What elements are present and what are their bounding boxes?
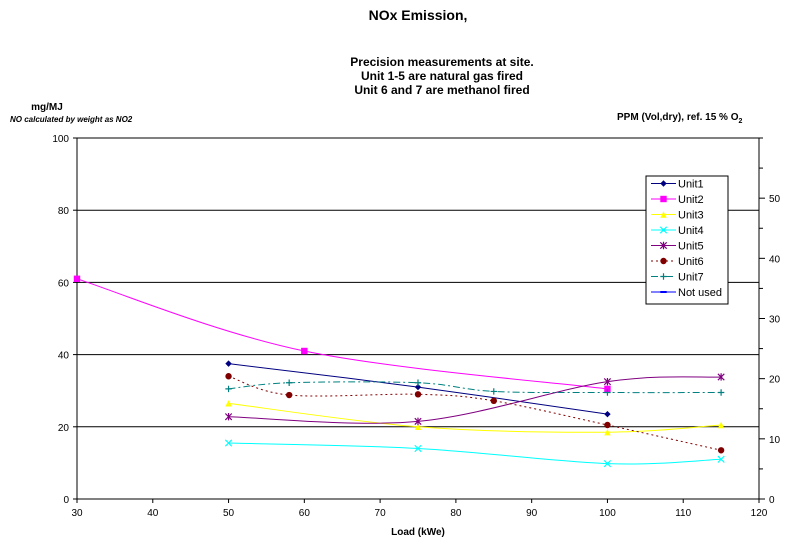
data-point-unit5-115 — [717, 373, 725, 381]
data-point-unit7-85 — [490, 388, 497, 395]
x-tick-label-60: 60 — [299, 508, 311, 519]
data-point-unit4-100 — [603, 459, 612, 468]
series-line-unit2 — [76, 278, 608, 390]
data-point-unit5-75 — [414, 417, 422, 426]
legend-marker-unit4 — [659, 226, 668, 234]
series-line-unit3 — [228, 402, 722, 433]
data-point-unit1-75 — [414, 383, 422, 391]
legend-marker-unit2 — [660, 195, 667, 203]
y2-tick-label-20: 20 — [769, 375, 781, 386]
y-tick-label-40: 40 — [58, 351, 70, 362]
axes: 30 40 50 60 70 80 90 100 110 12002040608010001020… — [52, 134, 780, 519]
data-point-unit3-75 — [414, 423, 422, 430]
x-tick-label-100: 100 — [599, 508, 616, 519]
legend-label-unit1: Unit1 — [678, 179, 704, 191]
legend-label-unit5: Unit5 — [678, 241, 704, 253]
y2-axis-title: PPM (Vol,dry), ref. 15 % O2 — [617, 112, 743, 125]
data-point-unit6-115 — [717, 447, 725, 454]
legend-label-unit3: Unit3 — [678, 210, 704, 222]
series-line-unit4 — [228, 442, 722, 465]
legend-label-unit2: Unit2 — [678, 194, 704, 206]
data-point-unit2-60 — [301, 347, 308, 355]
data-point-unit1-50 — [225, 360, 232, 367]
data-point-unit7-100 — [604, 389, 611, 396]
y-tick-label-100: 100 — [52, 134, 69, 145]
data-series — [73, 275, 725, 468]
legend-label-unit6: Unit6 — [678, 256, 704, 268]
series-line-unit5 — [228, 376, 722, 424]
legend-marker-unit1 — [660, 180, 667, 187]
data-point-unit2-100 — [604, 385, 611, 393]
y2-axis-title-subscript: 2 — [739, 118, 743, 125]
y2-tick-label-40: 40 — [769, 254, 781, 265]
legend-label-unit4: Unit4 — [678, 225, 704, 237]
y-tick-label-20: 20 — [58, 423, 70, 434]
x-tick-label-40: 40 — [147, 508, 159, 519]
legend-label-not-used: Not used — [678, 287, 722, 299]
data-point-unit3-115 — [717, 421, 725, 429]
data-point-unit6-75 — [414, 391, 422, 398]
y-tick-label-60: 60 — [58, 278, 70, 289]
legend-marker-unit7 — [660, 273, 667, 280]
chart-subtitle-line-3: Unit 6 and 7 are methanol fired — [354, 83, 529, 97]
data-point-unit7-58 — [285, 379, 293, 386]
legend-marker-unit6 — [660, 257, 667, 265]
x-tick-label-90: 90 — [526, 508, 538, 519]
data-point-unit5-50 — [224, 412, 233, 421]
x-axis-title: Load (kWe) — [391, 527, 445, 538]
data-point-unit6-50 — [225, 373, 232, 380]
series-line-unit6 — [228, 375, 722, 451]
x-tick-label-50: 50 — [223, 508, 235, 519]
y2-tick-label-30: 30 — [769, 315, 781, 326]
x-tick-label-120: 120 — [751, 508, 768, 519]
y2-tick-label-50: 50 — [769, 194, 781, 205]
data-point-unit4-75 — [414, 444, 422, 453]
x-tick-label-110: 110 — [675, 508, 691, 519]
data-point-unit1-100 — [604, 410, 611, 418]
y-axis-note: NO calculated by weight as NO2 — [10, 115, 133, 124]
y-axis-title: mg/MJ — [31, 102, 63, 113]
series-line-unit7 — [228, 381, 722, 394]
data-point-unit2-30 — [73, 275, 81, 282]
chart-subtitle-line-1: Precision measurements at site. — [350, 55, 533, 69]
legend: Unit1 Unit2 Unit3 Unit4 Unit5 Unit6 Unit7 Not u… — [645, 175, 729, 305]
data-point-unit4-115 — [717, 455, 725, 463]
y-tick-label-0: 0 — [63, 495, 69, 506]
gridlines — [77, 137, 759, 428]
data-point-unit7-50 — [225, 385, 232, 393]
data-point-unit3-100 — [604, 429, 611, 436]
y2-axis-title-main: PPM (Vol,dry), ref. 15 % O — [617, 112, 739, 123]
x-tick-label-30: 30 — [71, 508, 83, 519]
legend-label-unit7: Unit7 — [678, 272, 704, 284]
x-tick-label-80: 80 — [450, 508, 462, 519]
x-tick-label-70: 70 — [375, 508, 387, 519]
data-point-unit7-115 — [717, 389, 725, 396]
data-point-unit3-50 — [225, 400, 232, 407]
data-point-unit4-50 — [224, 439, 233, 447]
data-point-unit6-58 — [285, 391, 293, 399]
data-point-unit7-75 — [414, 379, 422, 386]
y2-tick-label-10: 10 — [769, 435, 781, 446]
chart-subtitle-line-2: Unit 1-5 are natural gas fired — [361, 69, 523, 83]
legend-box — [645, 175, 729, 305]
data-point-unit6-100 — [604, 421, 611, 429]
legend-marker-unit5 — [659, 241, 668, 250]
legend-marker-unit3 — [660, 211, 667, 218]
data-point-unit6-85 — [490, 397, 497, 405]
y2-tick-label-0: 0 — [769, 495, 775, 506]
data-point-unit5-100 — [603, 377, 612, 386]
chart-title: NOx Emission, — [369, 7, 468, 23]
y-tick-label-80: 80 — [58, 206, 70, 217]
